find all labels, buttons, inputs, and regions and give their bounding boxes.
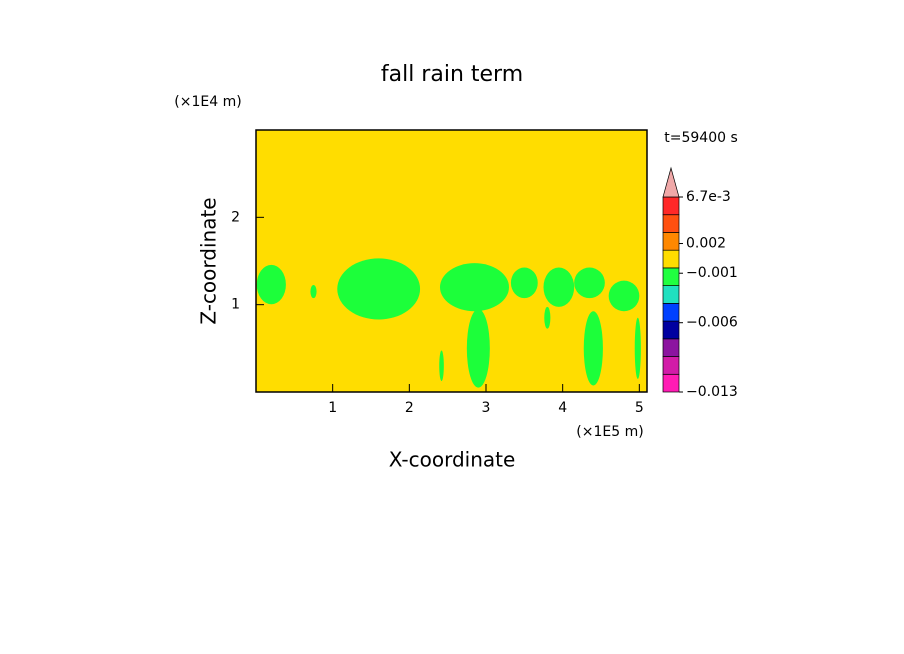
colorbar-segment bbox=[662, 373, 680, 393]
colorbar-extend bbox=[662, 166, 680, 198]
x-tick-label: 4 bbox=[558, 400, 567, 416]
colorbar-segment bbox=[662, 303, 680, 322]
y-unit: (×1E4 m) bbox=[174, 94, 241, 110]
x-tick-label: 2 bbox=[405, 400, 414, 416]
colorbar-tick-label: −0.006 bbox=[686, 315, 738, 331]
rain-patch bbox=[574, 267, 605, 299]
rain-patch bbox=[544, 306, 551, 329]
colorbar-segment bbox=[662, 285, 680, 304]
colorbar-tick-label: 6.7e-3 bbox=[686, 189, 731, 205]
colorbar-tick-label: −0.001 bbox=[686, 265, 738, 281]
y-axis-label: Z-coordinate bbox=[197, 197, 221, 324]
y-tick-label: 2 bbox=[231, 209, 240, 225]
rain-patch bbox=[608, 280, 640, 312]
x-axis-label: X-coordinate bbox=[389, 448, 516, 472]
colorbar-segment bbox=[662, 249, 680, 269]
x-tick-label: 1 bbox=[328, 400, 337, 416]
rain-patch bbox=[510, 267, 538, 299]
colorbar-segment bbox=[662, 232, 680, 251]
rain-patch bbox=[439, 350, 444, 382]
colorbar-tick-label: −0.013 bbox=[686, 384, 738, 400]
colorbar-segment bbox=[662, 338, 680, 357]
chart-title: fall rain term bbox=[381, 62, 523, 87]
rain-patch bbox=[466, 309, 490, 388]
rain-patch bbox=[634, 317, 641, 379]
rain-patch bbox=[310, 285, 317, 299]
rain-patch bbox=[440, 263, 509, 312]
colorbar-segment bbox=[662, 356, 680, 375]
field-background bbox=[256, 130, 647, 392]
rain-patch bbox=[256, 264, 286, 305]
x-tick-label: 5 bbox=[635, 400, 644, 416]
plot-frame bbox=[255, 129, 648, 393]
time-annotation: t=59400 s bbox=[664, 130, 738, 146]
x-unit: (×1E5 m) bbox=[576, 424, 643, 440]
colorbar-segment bbox=[662, 214, 680, 233]
colorbar-segment bbox=[662, 267, 680, 286]
x-tick-label: 3 bbox=[482, 400, 491, 416]
rain-patch bbox=[337, 258, 421, 320]
y-tick-label: 1 bbox=[231, 297, 240, 313]
rain-patch bbox=[543, 267, 575, 307]
colorbar-segment bbox=[662, 196, 680, 216]
colorbar-tick-label: 0.002 bbox=[686, 236, 726, 252]
colorbar-segment bbox=[662, 320, 680, 340]
rain-patch bbox=[583, 311, 603, 386]
